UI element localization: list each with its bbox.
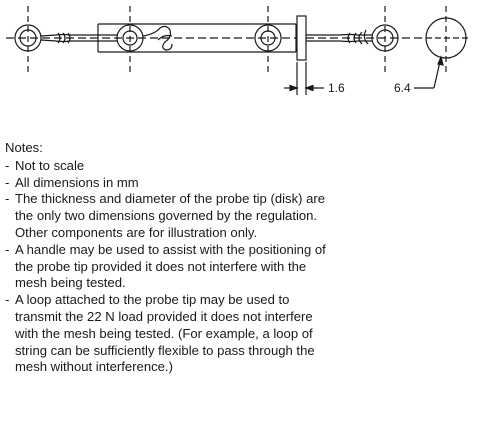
notes-list: Not to scale All dimensions in mm The th… <box>5 158 335 376</box>
diameter-leader <box>414 55 444 89</box>
note-item: The thickness and diameter of the probe … <box>5 191 335 241</box>
diameter-label: 6.4 <box>394 81 411 95</box>
probe-tip-side <box>296 15 307 61</box>
note-item: A loop attached to the probe tip may be … <box>5 292 335 376</box>
note-item: A handle may be used to assist with the … <box>5 242 335 292</box>
note-item: Not to scale <box>5 158 335 175</box>
note-item: All dimensions in mm <box>5 175 335 192</box>
notes-title: Notes: <box>5 140 43 155</box>
notes-section: Notes: Not to scale All dimensions in mm… <box>5 140 335 376</box>
probe-tip-end-view <box>425 17 467 59</box>
left-string-loop <box>14 24 84 52</box>
right-string-loop <box>306 24 399 52</box>
handle <box>84 23 297 53</box>
probe-diagram: 1.6 6.4 <box>6 6 470 95</box>
thickness-label: 1.6 <box>328 81 345 95</box>
thickness-dimension <box>284 62 324 95</box>
